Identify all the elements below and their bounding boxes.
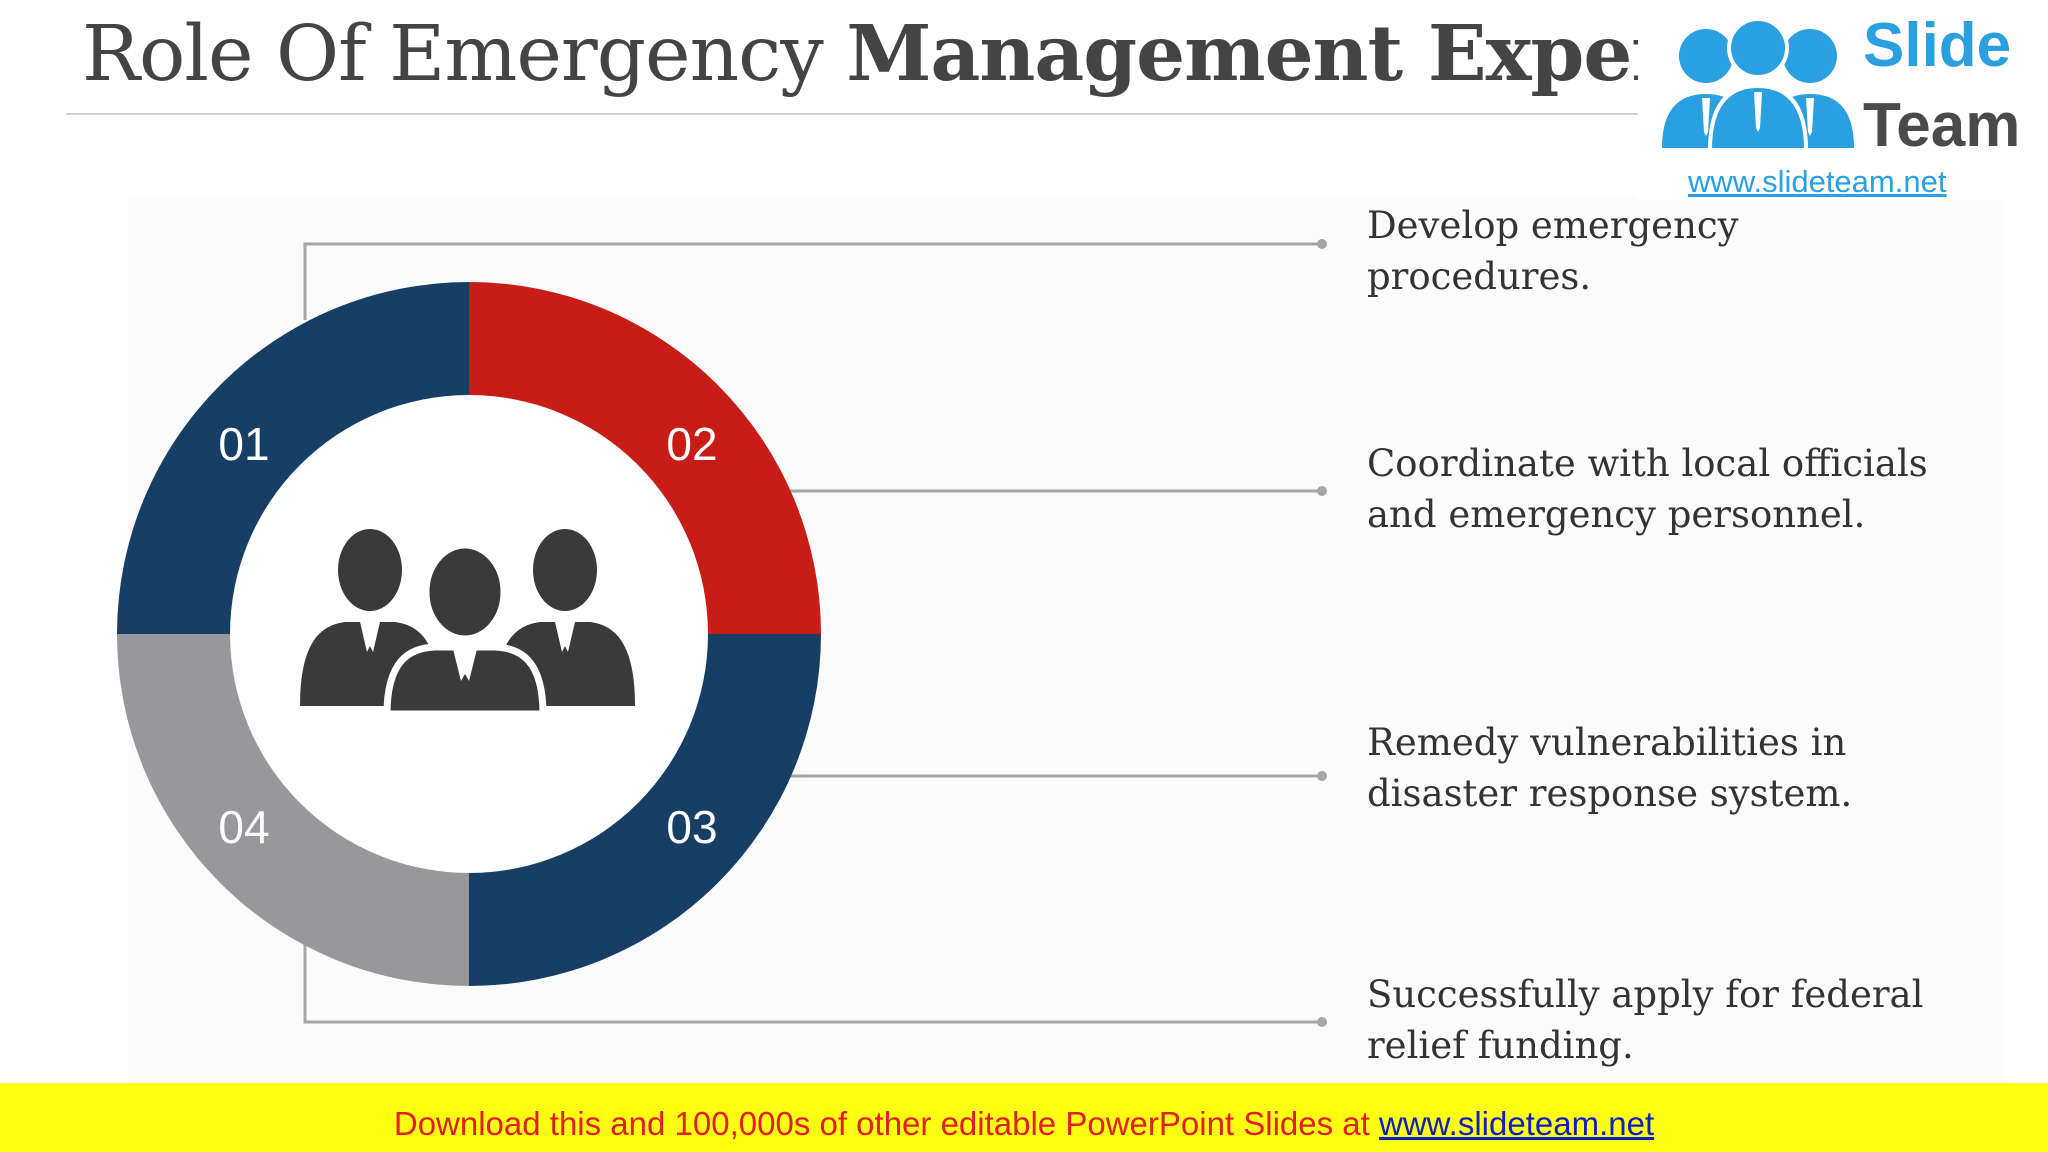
item-text-1: Develop emergency procedures. bbox=[1367, 200, 2007, 302]
logo-url-link[interactable]: www.slideteam.net bbox=[1688, 164, 1947, 199]
connector-dot-2 bbox=[1317, 486, 1327, 496]
ring-segment-04 bbox=[117, 634, 469, 986]
connector-line-4 bbox=[303, 940, 1322, 1024]
item-1-line-1: Develop emergency bbox=[1367, 204, 1739, 247]
banner-link[interactable]: www.slideteam.net bbox=[1379, 1105, 1655, 1142]
logo-word-slide: Slide bbox=[1863, 11, 2012, 80]
people-logo-icon bbox=[1662, 17, 1854, 152]
segment-number-04: 04 bbox=[218, 801, 269, 853]
item-text-4: Successfully apply for federal relief fu… bbox=[1367, 969, 2007, 1071]
item-4-line-2: relief funding. bbox=[1367, 1024, 1634, 1067]
connector-line-1 bbox=[303, 242, 1322, 320]
title-bold: Management Expert bbox=[846, 9, 1706, 99]
page-title: Role Of Emergency Management Expert bbox=[82, 6, 1706, 103]
segment-number-03: 03 bbox=[666, 801, 717, 853]
item-4-line-1: Successfully apply for federal bbox=[1367, 973, 1924, 1016]
connector-dot-1 bbox=[1317, 239, 1327, 249]
connector-dot-3 bbox=[1317, 771, 1327, 781]
connector-lines bbox=[303, 239, 1327, 1027]
ring-diagram: 01 02 03 04 bbox=[117, 239, 1327, 1027]
item-2-line-1: Coordinate with local officials bbox=[1367, 442, 1928, 485]
ring-segment-03 bbox=[469, 634, 821, 986]
item-3-line-1: Remedy vulnerabilities in bbox=[1367, 721, 1847, 764]
item-text-2: Coordinate with local officials and emer… bbox=[1367, 438, 2007, 540]
title-divider bbox=[66, 113, 1646, 115]
banner-text: Download this and 100,000s of other edit… bbox=[393, 1105, 1379, 1142]
logo-word-team: Team bbox=[1863, 91, 2021, 160]
item-3-line-2: disaster response system. bbox=[1367, 772, 1853, 815]
segment-number-02: 02 bbox=[666, 418, 717, 470]
business-team-icon bbox=[300, 529, 635, 718]
connector-dot-4 bbox=[1317, 1017, 1327, 1027]
item-1-line-2: procedures. bbox=[1367, 255, 1592, 298]
segment-number-01: 01 bbox=[218, 418, 269, 470]
title-regular: Role Of Emergency bbox=[82, 10, 847, 99]
ring-segment-01 bbox=[117, 282, 469, 634]
item-2-line-2: and emergency personnel. bbox=[1367, 493, 1866, 536]
download-banner: Download this and 100,000s of other edit… bbox=[0, 1083, 2048, 1152]
ring-segment-02 bbox=[469, 282, 821, 634]
item-text-3: Remedy vulnerabilities in disaster respo… bbox=[1367, 717, 2007, 819]
slideteam-logo[interactable]: Slide Team www.slideteam.net bbox=[1638, 0, 2038, 200]
